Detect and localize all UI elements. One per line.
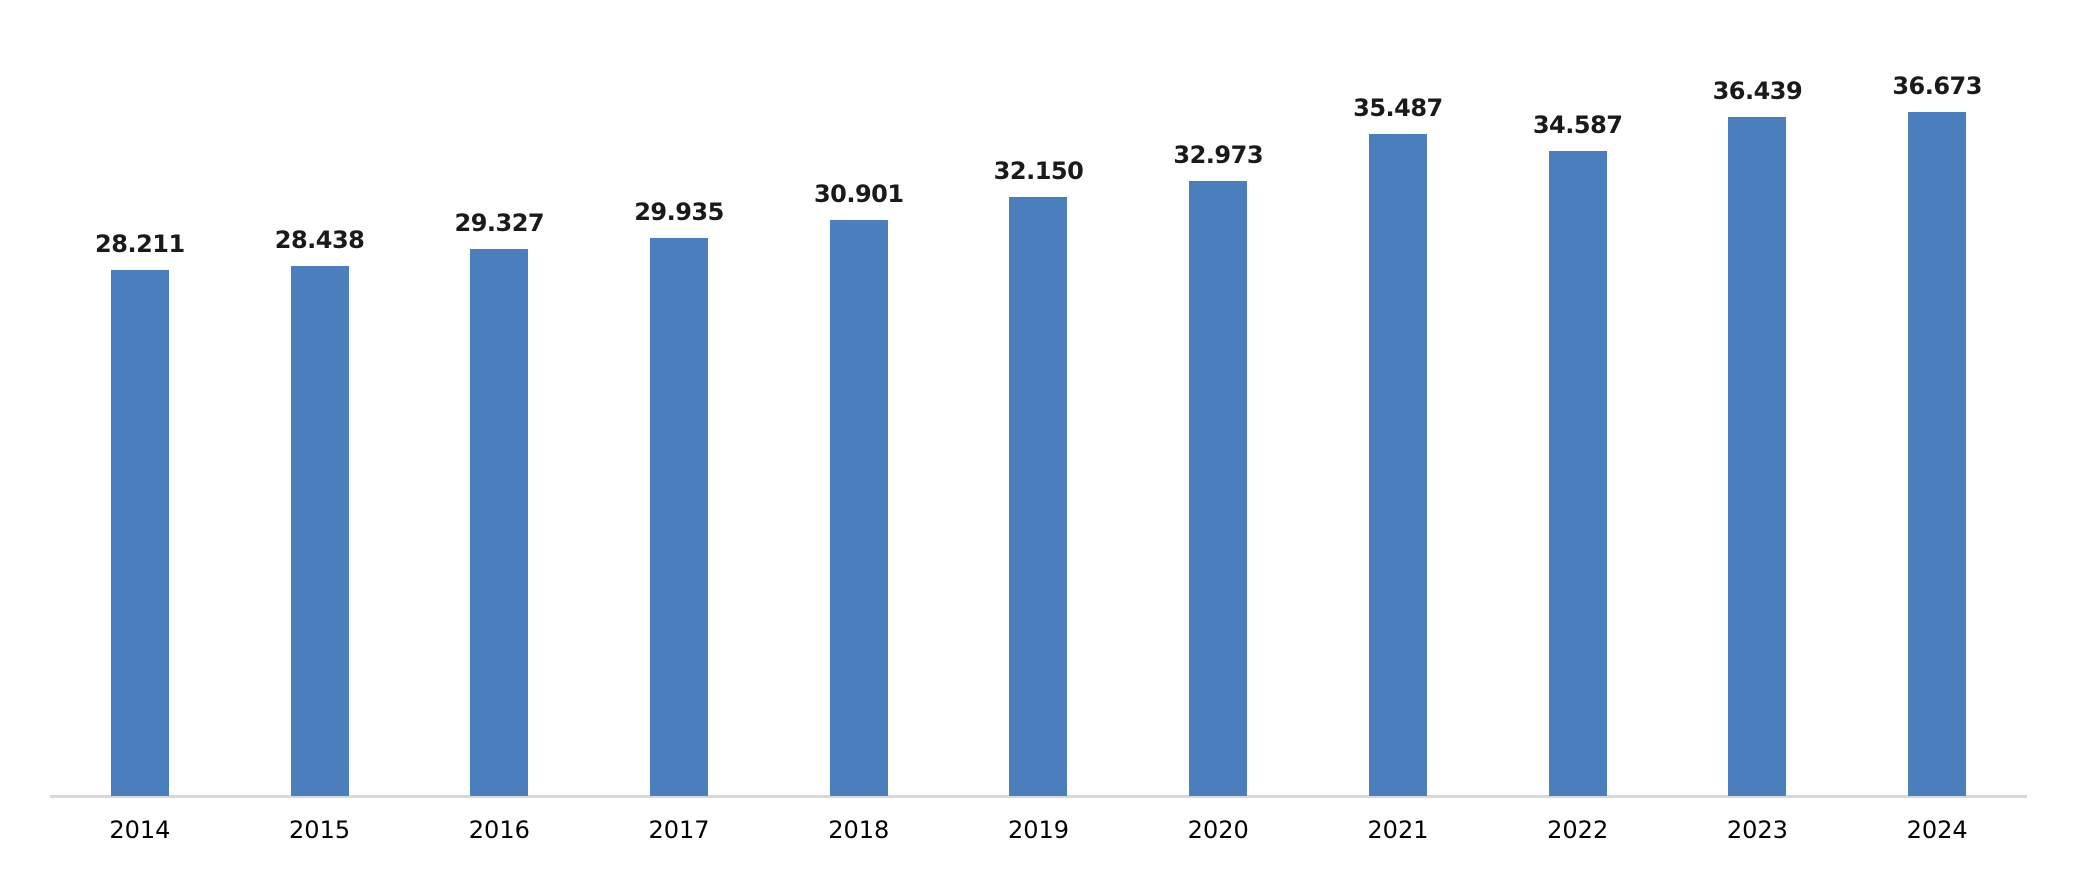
category-slot: 30.901 2018 <box>769 0 949 870</box>
bar-value-label: 36.673 <box>1892 72 1982 101</box>
category-slot: 29.935 2017 <box>589 0 769 870</box>
bar-value-label: 28.211 <box>95 230 185 259</box>
category-slot: 28.211 2014 <box>50 0 230 870</box>
bar <box>1908 112 1967 796</box>
x-axis-tick-label: 2023 <box>1726 816 1788 844</box>
category-slot: 32.973 2020 <box>1128 0 1308 870</box>
bar-value-label: 30.901 <box>813 179 904 208</box>
x-axis-tick-label: 2024 <box>1906 816 1968 844</box>
bar <box>829 219 888 796</box>
category-slot: 28.438 2015 <box>230 0 410 870</box>
bar <box>1009 196 1068 796</box>
category-slot: 35.487 2021 <box>1308 0 1488 870</box>
bar <box>1728 116 1787 796</box>
bar <box>650 237 709 796</box>
x-axis-tick-label: 2022 <box>1547 816 1609 844</box>
bar <box>1548 151 1607 796</box>
x-axis-tick-label: 2021 <box>1367 816 1429 844</box>
x-axis-tick-label: 2015 <box>289 816 351 844</box>
x-axis-tick-label: 2017 <box>648 816 710 844</box>
category-slot: 29.327 2016 <box>409 0 589 870</box>
x-axis-line <box>50 795 2027 798</box>
bar-value-label: 32.973 <box>1173 141 1264 170</box>
x-axis-tick-label: 2014 <box>109 816 171 844</box>
bar-value-label: 35.487 <box>1353 94 1443 123</box>
category-slot: 34.587 2022 <box>1488 0 1668 870</box>
bar <box>110 270 169 796</box>
x-axis-tick-label: 2016 <box>468 816 530 844</box>
x-axis-tick-label: 2020 <box>1187 816 1249 844</box>
bar-value-label: 28.438 <box>274 225 365 254</box>
bar-value-label: 36.439 <box>1712 76 1803 105</box>
bar-value-label: 29.935 <box>634 197 724 226</box>
bar-value-label: 32.150 <box>993 156 1084 185</box>
bar <box>290 265 349 796</box>
category-slot: 32.150 2019 <box>949 0 1129 870</box>
x-axis-tick-label: 2019 <box>1007 816 1070 844</box>
bar-value-label: 34.587 <box>1532 111 1623 140</box>
bar-value-label: 29.327 <box>454 209 545 238</box>
bar <box>1368 134 1427 796</box>
bar <box>1189 181 1248 796</box>
category-slot: 36.439 2023 <box>1668 0 1848 870</box>
bar <box>470 249 529 796</box>
x-axis-tick-label: 2018 <box>828 816 890 844</box>
category-slot: 36.673 2024 <box>1847 0 2027 870</box>
